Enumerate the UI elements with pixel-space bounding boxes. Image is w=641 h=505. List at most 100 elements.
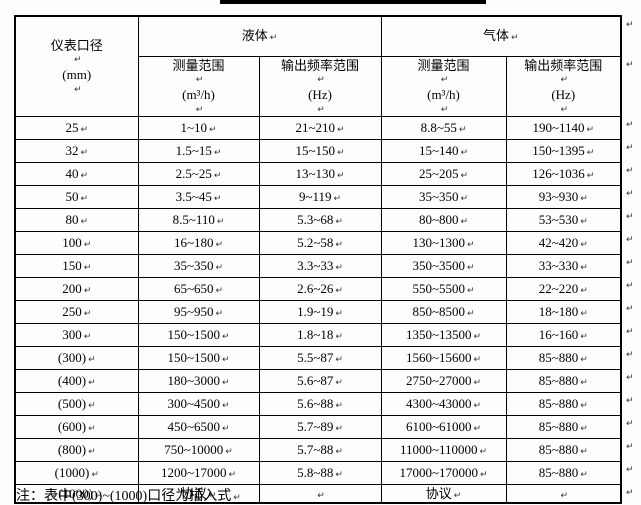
liquid-range-cell: 8.5~110 ↵	[137, 207, 260, 232]
paragraph-mark: ↵	[580, 470, 588, 481]
gas-freq-cell: 33~330 ↵	[505, 253, 622, 278]
liquid-range-cell: 1~10 ↵	[137, 115, 260, 140]
paragraph-mark: ↵	[586, 125, 595, 136]
header-gas-freq: 输出频率范围 ↵ (Hz) ↵	[505, 55, 622, 117]
paragraph-mark: ↵	[335, 401, 343, 412]
paragraph-mark: ↵	[580, 447, 588, 458]
liquid-range-cell: 协议 ↵	[137, 483, 260, 504]
paragraph-mark: ↵	[335, 263, 343, 274]
paragraph-mark: ↵	[73, 55, 82, 66]
paragraph-mark: ↵	[208, 490, 217, 501]
paragraph-mark: ↵	[213, 148, 222, 159]
row-end-mark: ↵	[626, 235, 634, 246]
header-gas-group: 气体 ↵	[380, 15, 622, 57]
paragraph-mark: ↵	[216, 217, 225, 228]
liquid-freq-cell: 5.2~58 ↵	[258, 230, 382, 255]
paragraph-mark: ↵	[337, 148, 345, 159]
gas-range-cell: 17000~170000 ↵	[380, 460, 507, 485]
paragraph-mark: ↵	[467, 263, 475, 274]
row-end-mark: ↵	[626, 327, 634, 338]
liquid-freq-cell: 5.6~87 ↵	[258, 368, 382, 393]
row-end-mark: ↵	[626, 442, 634, 453]
liquid-range-cell: 150~1500 ↵	[137, 345, 260, 370]
paragraph-mark: ↵	[440, 104, 449, 115]
liquid-range-cell: 750~10000 ↵	[137, 437, 260, 462]
liquid-range-cell: 95~950 ↵	[137, 299, 260, 324]
gas-freq-cell: 93~930 ↵	[505, 184, 622, 209]
paragraph-mark: ↵	[233, 493, 241, 503]
liquid-range-cell: 3.5~45 ↵	[137, 184, 260, 209]
liquid-range-cell: 16~180 ↵	[137, 230, 260, 255]
paragraph-mark: ↵	[458, 125, 467, 136]
paragraph-mark: ↵	[580, 286, 588, 297]
liquid-freq-cell: 21~210 ↵	[258, 115, 382, 140]
paragraph-mark: ↵	[460, 194, 469, 205]
paragraph-mark: ↵	[473, 378, 482, 389]
table-row: 50 ↵ 3.5~45 ↵ 9~119 ↵ 35~350 ↵ 93~930 ↵	[14, 184, 622, 209]
liquid-range-cell: 180~3000 ↵	[137, 368, 260, 393]
paragraph-mark: ↵	[335, 470, 343, 481]
liquid-freq-cell: 15~150 ↵	[258, 138, 382, 163]
gas-freq-cell: 85~880 ↵	[505, 437, 622, 462]
paragraph-mark: ↵	[473, 401, 482, 412]
paragraph-mark: ↵	[195, 104, 204, 115]
liquid-freq-cell: 5.5~87 ↵	[258, 345, 382, 370]
row-end-mark: ↵	[626, 60, 634, 70]
gas-range-cell: 1350~13500 ↵	[380, 322, 507, 347]
paragraph-mark: ↵	[335, 378, 343, 389]
paragraph-mark: ↵	[225, 447, 233, 458]
paragraph-mark: ↵	[215, 240, 224, 251]
paragraph-mark: ↵	[473, 355, 482, 366]
paragraph-mark: ↵	[215, 286, 224, 297]
paragraph-mark: ↵	[453, 490, 462, 501]
paragraph-mark: ↵	[586, 171, 595, 182]
gas-range-cell: 11000~110000 ↵	[380, 437, 507, 462]
gas-freq-cell: 85~880 ↵	[505, 391, 622, 416]
liquid-range-cell: 150~1500 ↵	[137, 322, 260, 347]
diameter-cell: 200 ↵	[14, 276, 139, 301]
paragraph-mark: ↵	[80, 125, 89, 136]
paragraph-mark: ↵	[467, 286, 475, 297]
paragraph-mark: ↵	[510, 33, 519, 44]
paragraph-mark: ↵	[580, 401, 588, 412]
table-body: 25 ↵ 1~10 ↵ 21~210 ↵ 8.8~55 ↵ 190~1140 ↵ 32 ↵ 1.5~15…	[14, 115, 622, 504]
gas-freq-cell: 85~880 ↵	[505, 414, 622, 439]
paragraph-mark: ↵	[580, 240, 588, 251]
paragraph-mark: ↵	[335, 332, 343, 343]
paragraph-mark: ↵	[83, 263, 92, 274]
diameter-cell: (400) ↵	[14, 368, 139, 393]
paragraph-mark: ↵	[83, 332, 92, 343]
paragraph-mark: ↵	[215, 263, 224, 274]
diameter-cell: 150 ↵	[14, 253, 139, 278]
paragraph-mark: ↵	[335, 286, 343, 297]
paragraph-mark: ↵	[88, 447, 96, 458]
gas-freq-cell: 150~1395 ↵	[505, 138, 622, 163]
gas-freq-cell: 42~420 ↵	[505, 230, 622, 255]
gas-range-cell: 350~3500 ↵	[380, 253, 507, 278]
header-liquid-measure: 测量范围 ↵ (m³/h) ↵	[137, 55, 260, 117]
row-end-mark: ↵	[626, 396, 634, 407]
table-row: (600) ↵ 450~6500 ↵ 5.7~89 ↵ 6100~61000 ↵ 85~880 ↵	[14, 414, 622, 439]
paragraph-mark: ↵	[80, 171, 89, 182]
paragraph-mark: ↵	[269, 33, 278, 44]
paragraph-mark: ↵	[580, 217, 588, 228]
liquid-freq-cell: 1.9~19 ↵	[258, 299, 382, 324]
table-row: 250 ↵ 95~950 ↵ 1.9~19 ↵ 850~8500 ↵ 18~180 ↵	[14, 299, 622, 324]
paragraph-mark: ↵	[195, 75, 204, 86]
row-end-mark: ↵	[626, 281, 634, 292]
paragraph-mark: ↵	[317, 75, 325, 86]
gas-freq-cell: 126~1036 ↵	[505, 161, 622, 186]
paragraph-mark: ↵	[580, 332, 588, 343]
liquid-range-cell: 300~4500 ↵	[137, 391, 260, 416]
gas-freq-cell: 85~880 ↵	[505, 368, 622, 393]
diameter-cell: (500) ↵	[14, 391, 139, 416]
table-row: 200 ↵ 65~650 ↵ 2.6~26 ↵ 550~5500 ↵ 22~220 ↵	[14, 276, 622, 301]
paragraph-mark: ↵	[560, 75, 569, 86]
paragraph-mark: ↵	[460, 171, 469, 182]
paragraph-mark: ↵	[317, 104, 325, 115]
paragraph-mark: ↵	[213, 194, 222, 205]
paragraph-mark: ↵	[337, 171, 345, 182]
liquid-freq-cell: 5.6~88 ↵	[258, 391, 382, 416]
spec-table: 仪表口径 ↵ (mm) ↵ 液体 ↵ 气体 ↵ 测量范围 ↵ (m³/h) ↵	[14, 15, 622, 505]
paragraph-mark: ↵	[479, 447, 488, 458]
